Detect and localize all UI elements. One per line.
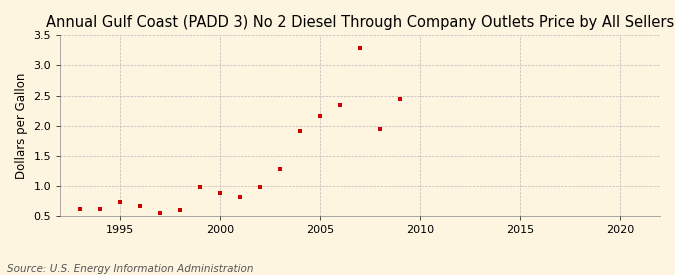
Point [295,128,306,133]
Point [175,207,186,212]
Title: Annual Gulf Coast (PADD 3) No 2 Diesel Through Company Outlets Price by All Sell: Annual Gulf Coast (PADD 3) No 2 Diesel T… [46,15,674,30]
Point [395,97,406,101]
Point [375,126,385,131]
Point [315,113,325,118]
Point [135,204,146,208]
Point [235,195,246,199]
Point [75,207,86,211]
Point [355,46,366,50]
Point [195,185,206,189]
Point [275,167,286,171]
Point [95,207,106,211]
Point [115,200,126,205]
Text: Source: U.S. Energy Information Administration: Source: U.S. Energy Information Administ… [7,264,253,274]
Point [335,103,346,107]
Point [215,191,225,196]
Y-axis label: Dollars per Gallon: Dollars per Gallon [15,73,28,179]
Point [155,210,165,215]
Point [255,185,266,189]
